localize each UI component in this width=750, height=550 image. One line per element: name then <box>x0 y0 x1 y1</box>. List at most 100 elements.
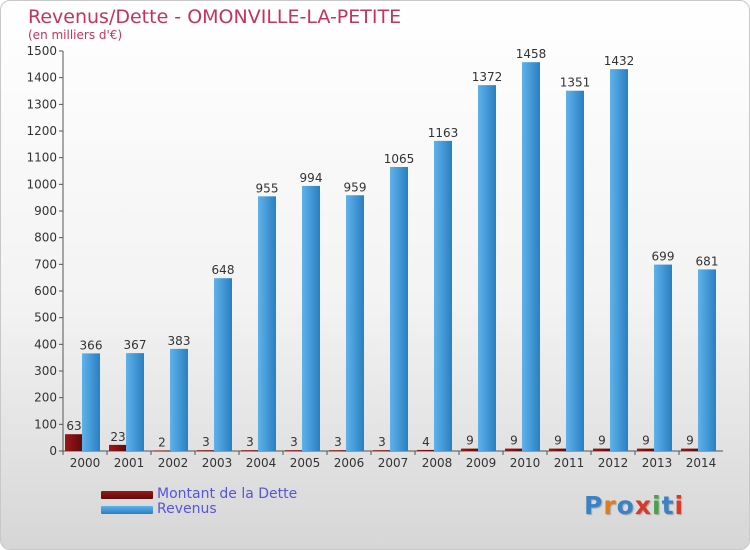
y-tick-label: 400 <box>34 337 57 351</box>
y-tick-label: 1000 <box>26 177 57 191</box>
revenue-bar <box>82 353 100 451</box>
x-tick-label: 2002 <box>158 456 189 470</box>
debt-value-label: 4 <box>422 435 430 449</box>
revenue-bar <box>346 195 364 451</box>
debt-bar <box>549 448 567 451</box>
chart-subtitle: (en milliers d'€) <box>28 28 123 42</box>
debt-value-label: 3 <box>246 435 254 449</box>
revenue-bar <box>434 140 452 451</box>
revenue-value-label: 1163 <box>428 126 459 140</box>
revenue-bar <box>522 62 540 451</box>
x-tick-label: 2001 <box>114 456 145 470</box>
revenue-bar <box>654 264 672 451</box>
revenue-value-label: 955 <box>256 181 279 195</box>
x-tick-label: 2004 <box>246 456 277 470</box>
revenue-value-label: 994 <box>300 171 323 185</box>
revenue-bar <box>610 69 628 451</box>
y-tick-label: 1300 <box>26 97 57 111</box>
y-tick-label: 0 <box>49 444 57 458</box>
y-tick-label: 500 <box>34 311 57 325</box>
revenue-value-label: 699 <box>652 250 675 264</box>
revenue-bar <box>478 85 496 451</box>
debt-bar <box>109 444 127 451</box>
y-tick-label: 800 <box>34 231 57 245</box>
debt-value-label: 3 <box>334 435 342 449</box>
revenue-value-label: 1065 <box>384 152 415 166</box>
revenue-value-label: 1432 <box>604 54 635 68</box>
x-tick-label: 2005 <box>290 456 321 470</box>
debt-bar <box>417 449 435 451</box>
debt-value-label: 23 <box>110 430 125 444</box>
y-tick-label: 700 <box>34 257 57 271</box>
revenue-bar <box>214 278 232 451</box>
legend-label-revenus: Revenus <box>157 501 217 517</box>
revenue-bar <box>258 196 276 451</box>
debt-value-label: 9 <box>554 434 562 448</box>
x-tick-label: 2000 <box>70 456 101 470</box>
debt-bar <box>65 434 83 451</box>
y-tick-label: 1400 <box>26 71 57 85</box>
revenue-value-label: 366 <box>80 338 103 352</box>
debt-value-label: 3 <box>378 435 386 449</box>
x-tick-label: 2012 <box>598 456 629 470</box>
debt-bar <box>285 450 303 452</box>
debt-bar <box>153 450 171 452</box>
legend-swatch-dette <box>101 491 153 499</box>
debt-value-label: 9 <box>466 434 474 448</box>
x-tick-label: 2006 <box>334 456 365 470</box>
revenue-value-label: 383 <box>168 334 191 348</box>
debt-bar <box>197 450 215 452</box>
y-tick-label: 600 <box>34 284 57 298</box>
y-tick-label: 1200 <box>26 124 57 138</box>
y-tick-label: 1500 <box>26 44 57 58</box>
x-tick-label: 2007 <box>378 456 409 470</box>
revenue-value-label: 959 <box>344 180 367 194</box>
revenue-value-label: 1458 <box>516 47 547 61</box>
x-tick-label: 2011 <box>554 456 585 470</box>
revenue-value-label: 681 <box>696 254 719 268</box>
revenue-value-label: 367 <box>124 338 147 352</box>
revenue-value-label: 1372 <box>472 70 503 84</box>
revenue-bar <box>566 90 584 451</box>
y-tick-label: 100 <box>34 417 57 431</box>
debt-bar <box>637 448 655 451</box>
debt-bar <box>461 448 479 451</box>
debt-bar <box>593 448 611 451</box>
debt-value-label: 63 <box>66 419 81 433</box>
debt-value-label: 9 <box>642 434 650 448</box>
debt-bar <box>241 450 259 452</box>
y-tick-label: 300 <box>34 364 57 378</box>
legend-label-dette: Montant de la Dette <box>157 486 298 502</box>
debt-value-label: 9 <box>510 434 518 448</box>
debt-bar <box>373 450 391 452</box>
revenue-bar <box>698 269 716 451</box>
x-tick-label: 2014 <box>686 456 717 470</box>
debt-value-label: 9 <box>686 434 694 448</box>
x-tick-label: 2010 <box>510 456 541 470</box>
x-tick-label: 2003 <box>202 456 233 470</box>
revenue-bar <box>126 353 144 451</box>
y-tick-label: 1100 <box>26 151 57 165</box>
debt-value-label: 9 <box>598 434 606 448</box>
debt-value-label: 3 <box>202 435 210 449</box>
debt-bar <box>681 448 699 451</box>
legend-swatch-revenus <box>101 506 153 514</box>
revenue-bar <box>170 348 188 451</box>
x-tick-label: 2009 <box>466 456 497 470</box>
debt-bar <box>329 450 347 452</box>
revenue-bar <box>302 185 320 451</box>
y-tick-label: 900 <box>34 204 57 218</box>
y-tick-label: 200 <box>34 391 57 405</box>
debt-value-label: 2 <box>158 435 166 449</box>
debt-value-label: 3 <box>290 435 298 449</box>
x-tick-label: 2008 <box>422 456 453 470</box>
x-tick-label: 2013 <box>642 456 673 470</box>
revenue-value-label: 1351 <box>560 76 591 90</box>
proxiti-logo: Proxiti <box>584 491 685 520</box>
revenue-bar <box>390 167 408 451</box>
chart-title: Revenus/Dette - OMONVILLE-LA-PETITE <box>28 6 402 28</box>
debt-bar <box>505 448 523 451</box>
revenue-value-label: 648 <box>212 263 235 277</box>
